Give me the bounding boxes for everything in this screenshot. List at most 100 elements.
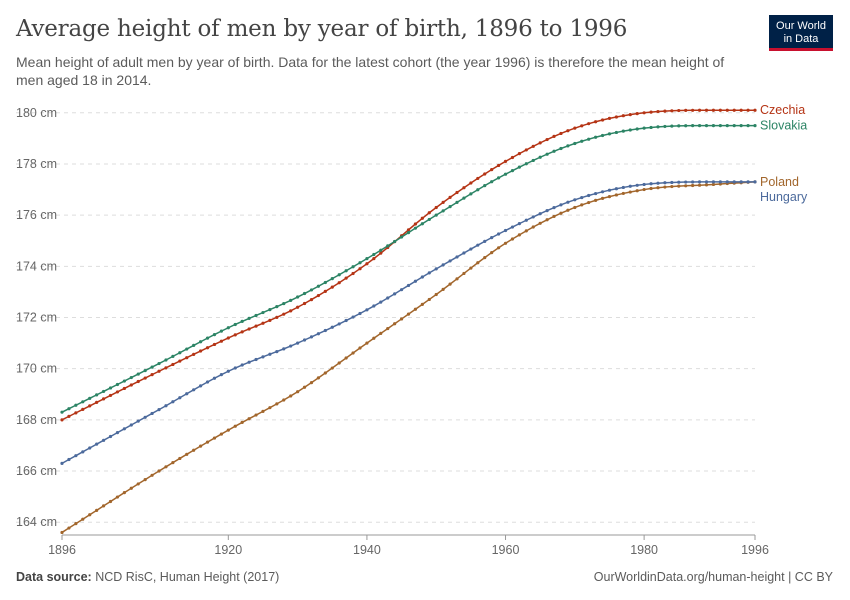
- data-point: [704, 108, 709, 112]
- data-point: [95, 400, 99, 405]
- data-point: [95, 393, 99, 397]
- data-point: [296, 305, 300, 309]
- data-source-text[interactable]: NCD RisC, Human Height (2017): [95, 570, 280, 584]
- data-point: [580, 203, 584, 207]
- data-point: [524, 148, 528, 152]
- data-point: [739, 123, 743, 128]
- data-point: [372, 304, 376, 308]
- data-point: [503, 241, 508, 245]
- data-point: [108, 434, 113, 439]
- data-point: [746, 123, 750, 128]
- data-point: [545, 218, 549, 222]
- x-tick-label: 1920: [214, 543, 242, 557]
- data-point: [157, 369, 161, 373]
- data-point: [496, 176, 501, 180]
- data-point: [122, 427, 126, 431]
- data-point: [677, 108, 681, 113]
- data-point: [684, 184, 688, 188]
- series-line: [61, 181, 756, 534]
- data-point: [275, 305, 279, 309]
- data-point: [684, 180, 688, 184]
- data-point: [81, 407, 85, 411]
- data-point: [143, 376, 147, 380]
- data-point: [129, 383, 133, 387]
- data-point: [219, 339, 223, 343]
- data-point: [337, 361, 341, 365]
- data-point: [330, 325, 334, 329]
- data-point: [150, 411, 154, 416]
- data-point: [628, 184, 632, 188]
- data-point: [746, 108, 750, 112]
- series-poland: [60, 180, 757, 535]
- data-point: [711, 123, 716, 128]
- data-point: [67, 457, 71, 462]
- data-point: [164, 366, 168, 370]
- owid-logo[interactable]: Our World in Data: [769, 15, 833, 51]
- data-point: [552, 149, 556, 153]
- data-point: [496, 163, 501, 168]
- data-point: [670, 109, 674, 113]
- data-point: [60, 461, 64, 465]
- data-point: [413, 279, 418, 283]
- data-point: [199, 349, 203, 353]
- data-point: [192, 343, 196, 347]
- data-point: [289, 298, 293, 302]
- data-point: [753, 108, 757, 112]
- data-point: [697, 183, 702, 187]
- data-point: [753, 180, 757, 184]
- data-point: [656, 186, 660, 190]
- y-tick-label: 172 cm: [16, 311, 57, 325]
- data-point: [351, 271, 355, 276]
- data-point: [136, 482, 140, 486]
- data-point: [663, 124, 667, 129]
- data-point: [434, 213, 438, 217]
- data-point: [656, 125, 660, 129]
- data-point: [261, 355, 265, 359]
- data-point: [233, 333, 237, 337]
- data-point: [670, 184, 674, 189]
- data-point: [524, 218, 528, 222]
- data-point: [344, 276, 348, 280]
- data-point: [302, 291, 307, 296]
- chart-title: Average height of men by year of birth, …: [16, 16, 628, 42]
- data-point: [365, 257, 369, 261]
- data-point: [67, 407, 71, 411]
- data-point: [663, 181, 667, 185]
- data-point: [642, 182, 646, 187]
- data-point: [365, 341, 369, 345]
- data-point: [725, 180, 729, 184]
- data-point: [684, 108, 688, 112]
- data-point: [559, 146, 563, 151]
- data-point: [677, 180, 681, 184]
- data-point: [628, 190, 632, 194]
- data-point: [386, 244, 390, 248]
- data-point: [108, 393, 113, 398]
- data-point: [531, 225, 535, 229]
- data-point: [136, 419, 140, 423]
- data-point: [129, 486, 133, 490]
- data-point: [268, 406, 272, 410]
- data-point: [185, 356, 189, 360]
- data-point: [254, 313, 258, 318]
- data-point: [289, 344, 293, 348]
- data-point: [316, 284, 321, 288]
- data-point: [642, 126, 646, 130]
- data-point: [95, 508, 99, 512]
- data-point: [448, 282, 452, 286]
- data-point: [406, 231, 411, 235]
- data-point: [691, 124, 695, 128]
- data-point: [594, 135, 598, 139]
- data-point: [247, 360, 251, 364]
- data-point: [621, 191, 625, 196]
- data-point: [372, 252, 376, 257]
- data-point: [642, 111, 646, 115]
- data-point: [469, 266, 473, 270]
- y-tick-label: 176 cm: [16, 208, 57, 222]
- data-point: [580, 139, 584, 143]
- credit-link[interactable]: OurWorldinData.org/human-height | CC BY: [593, 570, 833, 584]
- data-point: [296, 295, 300, 299]
- data-point: [677, 184, 681, 188]
- data-point: [711, 180, 716, 184]
- data-point: [233, 424, 237, 428]
